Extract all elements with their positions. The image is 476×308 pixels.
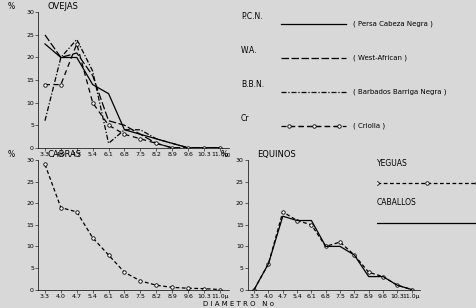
Text: CABRAS: CABRAS: [48, 150, 81, 159]
Text: OVEJAS: OVEJAS: [48, 2, 79, 11]
Text: ( Criolla ): ( Criolla ): [352, 123, 384, 129]
Text: YEGUAS: YEGUAS: [376, 159, 407, 168]
Text: %: %: [8, 150, 15, 159]
Text: D I A M E T R O   N o: D I A M E T R O N o: [203, 302, 273, 307]
Text: ( Barbados Barriga Negra ): ( Barbados Barriga Negra ): [352, 89, 446, 95]
Text: P.C.N.: P.C.N.: [240, 12, 262, 21]
Text: ( Persa Cabeza Negra ): ( Persa Cabeza Negra ): [352, 21, 432, 27]
Text: CABALLOS: CABALLOS: [376, 198, 416, 207]
Text: EQUINOS: EQUINOS: [256, 150, 295, 159]
Text: W.A.: W.A.: [240, 46, 257, 55]
Text: %₀: %₀: [220, 150, 230, 159]
Text: %: %: [8, 2, 15, 11]
Text: ( West-African ): ( West-African ): [352, 55, 406, 61]
Text: Cr: Cr: [240, 114, 249, 123]
Text: B.B.N.: B.B.N.: [240, 80, 263, 89]
